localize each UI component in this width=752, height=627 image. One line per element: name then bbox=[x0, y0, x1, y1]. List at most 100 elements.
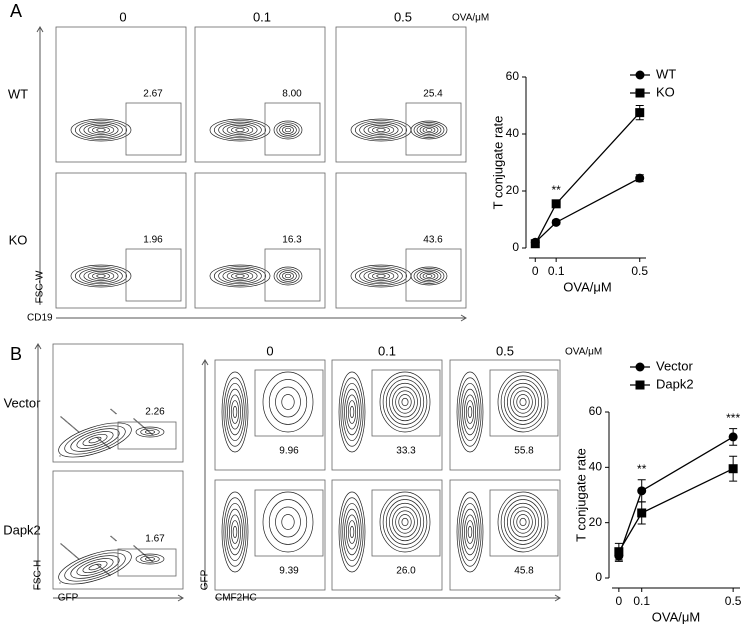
flow-plot bbox=[449, 479, 561, 591]
contour bbox=[338, 371, 366, 453]
contour bbox=[273, 120, 303, 140]
contour bbox=[58, 422, 132, 458]
gate bbox=[254, 369, 324, 437]
gate-value: 33.3 bbox=[396, 446, 416, 457]
gate-value: 1.96 bbox=[143, 235, 163, 246]
event-dot bbox=[63, 418, 65, 420]
contour bbox=[144, 429, 156, 435]
contour bbox=[354, 120, 408, 140]
contour bbox=[87, 124, 115, 136]
contour bbox=[74, 266, 128, 286]
contour bbox=[226, 124, 254, 136]
contour bbox=[232, 525, 238, 539]
gate bbox=[405, 248, 462, 302]
contour bbox=[422, 126, 436, 134]
contour bbox=[230, 400, 240, 424]
contour bbox=[460, 503, 480, 561]
event-dot bbox=[148, 431, 150, 433]
event-dot bbox=[142, 552, 144, 555]
contour bbox=[513, 510, 533, 534]
contour bbox=[376, 274, 386, 278]
marker bbox=[637, 486, 647, 496]
flow-plot bbox=[335, 26, 467, 163]
contour bbox=[281, 394, 295, 410]
contour bbox=[235, 274, 245, 278]
marker bbox=[614, 547, 624, 557]
event-dot bbox=[110, 408, 112, 410]
contour bbox=[344, 508, 360, 556]
y-tick-label: 60 bbox=[506, 69, 520, 83]
contour bbox=[382, 375, 428, 429]
event-dot bbox=[98, 438, 100, 440]
x-axis-label: GFP bbox=[58, 593, 79, 604]
contour bbox=[82, 560, 108, 574]
event-dot bbox=[104, 443, 106, 445]
arrow-head bbox=[34, 343, 42, 350]
column-header: 0.1 bbox=[253, 9, 271, 24]
flow-plot bbox=[331, 359, 443, 471]
event-dot bbox=[97, 564, 99, 566]
significance: ** bbox=[635, 88, 645, 102]
gate bbox=[264, 102, 321, 156]
event-dot bbox=[75, 556, 77, 558]
contour bbox=[273, 266, 303, 286]
arrow-head bbox=[177, 594, 184, 602]
event-dot bbox=[140, 424, 142, 426]
row-label: Dapk2 bbox=[3, 522, 41, 537]
gate bbox=[254, 489, 324, 557]
panel-label: A bbox=[10, 1, 22, 21]
contour bbox=[398, 394, 412, 410]
contour bbox=[87, 270, 115, 282]
contour bbox=[70, 118, 132, 142]
legend-label: WT bbox=[656, 66, 676, 81]
contour bbox=[276, 122, 300, 138]
contour bbox=[392, 506, 418, 538]
contour bbox=[372, 272, 390, 280]
flow-plot bbox=[52, 343, 184, 463]
contour bbox=[342, 383, 362, 441]
column-header: 0.5 bbox=[496, 343, 514, 358]
contour bbox=[513, 390, 533, 414]
contour bbox=[284, 127, 292, 133]
gate-value: 2.67 bbox=[143, 89, 163, 100]
flow-plot bbox=[214, 479, 326, 591]
contour bbox=[500, 495, 546, 549]
contour bbox=[218, 121, 262, 139]
row-label: WT bbox=[8, 86, 28, 101]
event-dot bbox=[114, 539, 116, 541]
event-dot bbox=[72, 426, 74, 428]
gate-value: 43.6 bbox=[423, 235, 443, 246]
event-dot bbox=[65, 420, 67, 422]
event-dot bbox=[112, 410, 114, 412]
event-dot bbox=[138, 422, 140, 424]
marker bbox=[635, 380, 645, 390]
arrow-head bbox=[36, 26, 44, 33]
event-dot bbox=[66, 548, 68, 550]
contour bbox=[367, 124, 395, 136]
contour bbox=[376, 128, 386, 132]
event-dot bbox=[135, 547, 137, 549]
x-tick-label: 0 bbox=[616, 594, 623, 608]
event-dot bbox=[133, 418, 135, 420]
gate bbox=[371, 489, 441, 557]
event-dot bbox=[106, 572, 108, 574]
event-dot bbox=[62, 544, 64, 547]
event-dot bbox=[144, 427, 146, 429]
flow-plot bbox=[449, 359, 561, 471]
column-header: 0.5 bbox=[394, 9, 412, 24]
contour bbox=[213, 266, 267, 286]
event-dot bbox=[71, 425, 73, 427]
arrow-head bbox=[554, 594, 561, 602]
contour bbox=[222, 269, 258, 283]
contour bbox=[223, 377, 247, 447]
contour bbox=[340, 497, 364, 567]
column-header: 0 bbox=[119, 9, 126, 24]
gate bbox=[489, 489, 559, 557]
contour bbox=[213, 120, 267, 140]
contour bbox=[363, 123, 399, 137]
contour bbox=[282, 272, 294, 280]
y-tick-label: 60 bbox=[589, 404, 603, 418]
contour bbox=[229, 394, 241, 430]
contour bbox=[227, 388, 243, 436]
y-tick-label: 0 bbox=[595, 570, 602, 584]
